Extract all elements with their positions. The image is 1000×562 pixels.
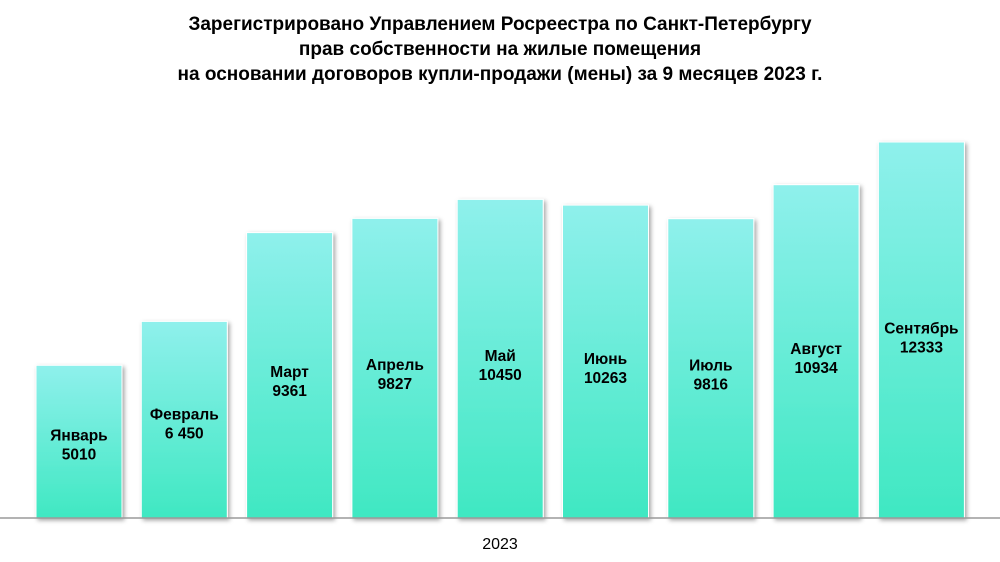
bar-value-label-7: 9816 (694, 376, 729, 393)
bar-value-label-2: 6 450 (165, 426, 204, 443)
bar-6 (562, 204, 649, 519)
bar-category-label-4: Апрель (366, 357, 424, 374)
bar-category-label-1: Январь (50, 428, 107, 445)
chart-title: Зарегистрировано Управлением Росреестра … (0, 12, 1000, 87)
bar-category-label-8: Август (790, 341, 842, 358)
bar-value-label-6: 10263 (584, 370, 627, 387)
bar-7 (667, 218, 755, 519)
bar-value-label-1: 5010 (62, 447, 96, 464)
bar-value-label-8: 10934 (795, 360, 838, 377)
bar-8 (772, 184, 860, 519)
bar-4 (351, 217, 439, 519)
bar-category-label-3: Март (270, 364, 309, 381)
bar-category-label-7: Июль (689, 357, 732, 374)
bar-9 (877, 141, 965, 519)
bar-value-label-9: 12333 (900, 340, 943, 357)
x-axis-label: 2023 (482, 536, 518, 553)
bar-category-label-9: Сентябрь (884, 321, 958, 338)
bar-5 (456, 198, 544, 519)
chart-title-line-3: на основании договоров купли-продажи (ме… (177, 64, 823, 85)
chart-title-line-2: прав собственности на жилые помещения (298, 39, 702, 60)
bar-category-label-5: Май (485, 348, 516, 365)
bar-category-label-2: Февраль (150, 407, 219, 424)
bar-value-label-4: 9827 (378, 376, 412, 393)
bar-1 (35, 364, 123, 519)
bar-value-label-5: 10450 (479, 367, 522, 384)
chart-title-line-1: Зарегистрировано Управлением Росреестра … (188, 14, 812, 35)
bar-3 (246, 232, 334, 519)
bar-category-label-6: Июнь (584, 351, 627, 368)
bar-value-label-3: 9361 (272, 383, 307, 400)
